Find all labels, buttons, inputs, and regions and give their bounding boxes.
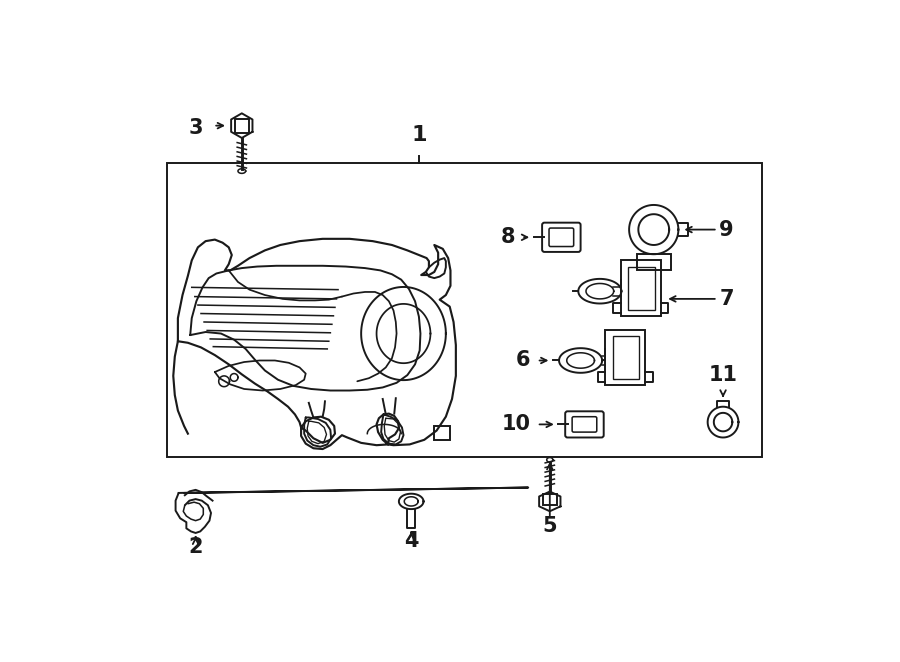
Bar: [621, 260, 661, 316]
Bar: [434, 426, 451, 440]
Text: 2: 2: [188, 537, 202, 557]
Bar: [167, 163, 761, 457]
Bar: [613, 336, 639, 379]
Text: 7: 7: [719, 289, 733, 309]
Text: 9: 9: [719, 220, 733, 240]
Text: 11: 11: [708, 365, 738, 385]
Text: 10: 10: [501, 414, 530, 434]
Text: 4: 4: [404, 532, 419, 551]
Text: 6: 6: [516, 350, 530, 371]
Bar: [235, 118, 248, 132]
Text: 1: 1: [411, 125, 427, 145]
Bar: [628, 267, 654, 310]
Text: 5: 5: [543, 516, 557, 536]
Bar: [543, 495, 557, 505]
Bar: [605, 330, 645, 385]
Bar: [637, 254, 670, 269]
Text: 3: 3: [188, 118, 202, 138]
Text: 8: 8: [500, 227, 515, 248]
